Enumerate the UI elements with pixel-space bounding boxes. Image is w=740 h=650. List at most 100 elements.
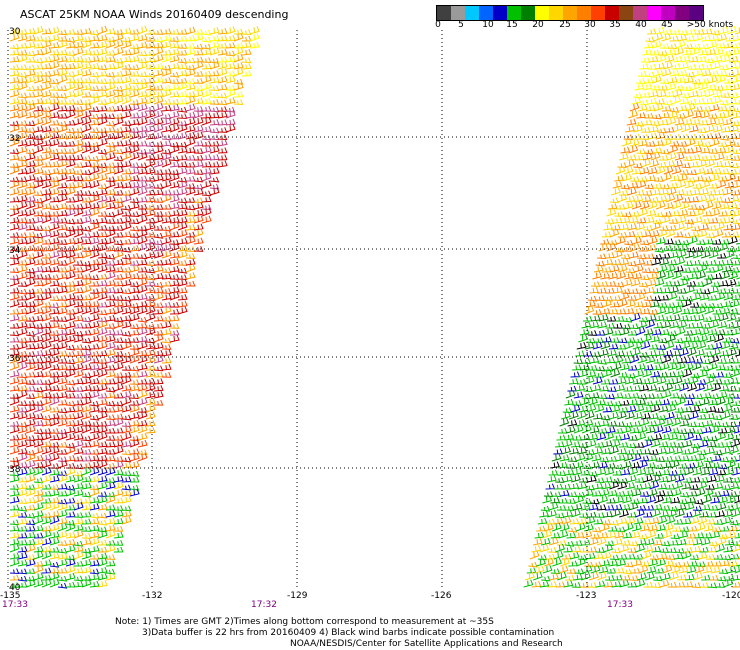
wind-barb [105,323,116,329]
wind-barb [729,266,740,273]
wind-barb [685,574,695,581]
wind-barb [690,82,701,91]
wind-barb [722,336,732,343]
wind-barb [677,104,688,112]
wind-barb [598,461,608,469]
wind-barb [710,281,721,288]
wind-barb [684,218,695,225]
wind-barb [706,48,717,56]
wind-barb [73,260,84,266]
wind-barb [25,554,36,560]
wind-barb [49,119,60,126]
wind-barb [17,249,28,259]
wind-barb [684,502,695,511]
wind-barb [17,232,28,239]
wind-barb [49,452,60,462]
wind-barb [537,517,548,525]
wind-barb [57,391,68,399]
wind-barb [201,145,212,154]
wind-barb [185,111,196,119]
wind-barb [113,540,124,546]
wind-barb [731,327,740,336]
wind-barb [161,68,172,77]
wind-barb [41,340,52,350]
wind-barb [706,334,717,343]
wind-barb [734,533,740,539]
wind-barb [169,323,180,329]
wind-barb [65,488,76,497]
wind-barb [121,204,132,211]
wind-barb [575,419,586,427]
wind-barb [113,166,124,175]
wind-barb [65,293,76,301]
wind-barb [17,33,28,42]
wind-barb [57,473,68,483]
wind-barb [622,495,633,504]
wind-barb [601,447,612,455]
wind-barb [57,498,68,505]
wind-barb [650,439,661,448]
wind-barb [89,29,100,36]
wind-barb [209,41,220,49]
wind-barb [161,328,172,336]
wind-barb [9,308,20,315]
wind-barb [129,425,140,434]
wind-barb [626,442,637,449]
wind-barb [81,491,92,498]
wind-barb [49,196,60,203]
wind-barb [129,264,140,273]
wind-barb [185,197,196,203]
wind-barb [169,194,180,203]
wind-barb [9,489,20,497]
wind-barb [81,181,92,189]
wind-barb [628,502,639,511]
wind-barb [129,323,140,330]
wind-barb [209,92,220,99]
wind-barb [683,477,693,483]
wind-barb [137,341,148,350]
wind-barb [121,271,132,280]
wind-barb [663,349,673,357]
wind-barb [161,267,172,274]
wind-barb [113,434,124,441]
wind-barb [604,467,615,476]
wind-barb [614,463,624,470]
wind-barb [672,526,682,532]
wind-barb [565,425,576,434]
wind-barb [574,495,585,504]
wind-barb [630,498,640,505]
wind-barb [598,313,609,322]
wind-barb [703,456,714,463]
wind-barb [185,236,196,245]
wind-barb [177,166,188,175]
wind-barb [153,36,164,43]
wind-barb [121,396,132,406]
wind-barb [632,341,643,350]
wind-barb [33,482,44,490]
wind-barb [733,540,740,546]
wind-barb [678,209,689,217]
wind-barb [619,258,630,266]
wind-barb [57,459,68,469]
wind-barb [81,48,92,56]
wind-barb [651,582,662,589]
wind-barb [105,77,116,84]
wind-barb [81,39,92,49]
wind-barb [153,46,164,56]
wind-barb [89,172,100,182]
wind-barb [676,179,687,189]
wind-barb [89,460,100,469]
wind-barb [57,547,68,554]
wind-barb [17,314,28,322]
wind-barb [105,36,116,43]
wind-barb [563,510,573,518]
wind-barb [129,281,140,288]
wind-barb [33,550,44,560]
wind-barb [596,504,607,511]
wind-barb [177,250,188,259]
wind-barb [73,194,84,203]
wind-barb [129,419,140,427]
wind-barb [662,496,673,504]
wind-barb [129,43,140,50]
wind-barb [716,146,727,154]
